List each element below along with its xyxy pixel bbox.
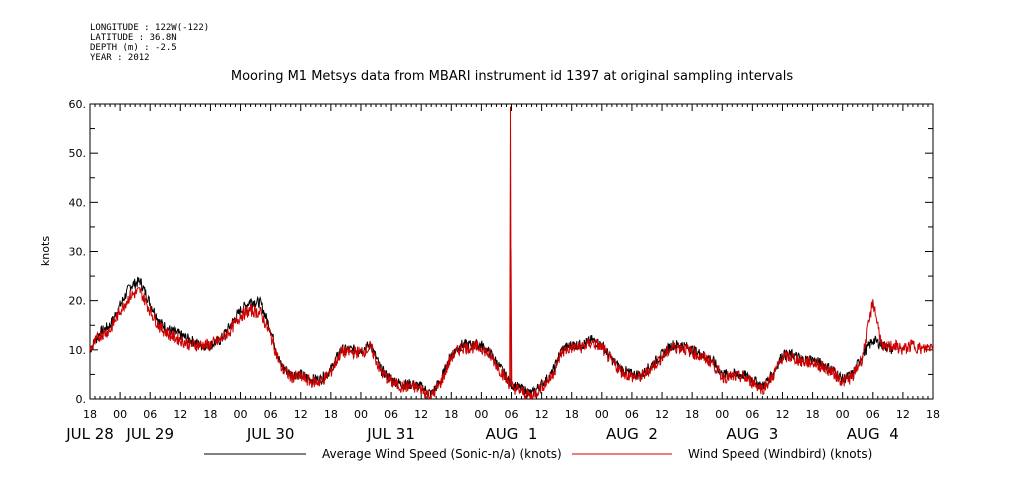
x-axis-hour-labels: 18 00 06 12 18 00 06 12 18 00 06 12 18 00 06 12 18 00 06 12… <box>83 408 940 421</box>
x-day-label: JUL 30 <box>246 425 295 443</box>
x-day-label: AUG 3 <box>726 425 778 443</box>
x-hour-label: 06 <box>384 408 398 421</box>
x-axis-day-labels: JUL 28 JUL 29 JUL 30 JUL 31 AUG 1 AUG 2 AUG 3 A… <box>65 425 899 443</box>
x-hour-label: 12 <box>896 408 910 421</box>
y-tick-label: 50. <box>69 147 87 160</box>
header-year: YEAR : 2012 <box>90 53 150 63</box>
legend-label-windbird: Wind Speed (Windbird) (knots) <box>688 447 872 461</box>
x-hour-label: 12 <box>535 408 549 421</box>
header-longitude: LONGITUDE : 122W(-122) <box>90 23 209 33</box>
header-depth: DEPTH (m) : -2.5 <box>90 43 177 53</box>
y-axis-ticks: 0. 10. 20. 30. 40. 50. 60. <box>69 98 933 406</box>
series-layer <box>89 106 934 401</box>
x-hour-label: 12 <box>414 408 428 421</box>
x-hour-label: 18 <box>926 408 940 421</box>
x-hour-label: 06 <box>745 408 759 421</box>
y-tick-label: 20. <box>69 295 87 308</box>
x-hour-label: 06 <box>625 408 639 421</box>
y-tick-label: 60. <box>69 98 87 111</box>
x-hour-label: 18 <box>444 408 458 421</box>
y-tick-label: 40. <box>69 196 87 209</box>
x-hour-label: 18 <box>203 408 217 421</box>
x-hour-label: 06 <box>505 408 519 421</box>
x-hour-label: 00 <box>474 408 488 421</box>
x-hour-label: 00 <box>715 408 729 421</box>
x-axis-ticks <box>89 104 934 399</box>
header-metadata: LONGITUDE : 122W(-122) LATITUDE : 36.8N … <box>90 23 209 63</box>
y-axis-label: knots <box>39 236 52 266</box>
x-hour-label: 00 <box>836 408 850 421</box>
x-day-label: JUL 31 <box>366 425 415 443</box>
x-day-label: AUG 1 <box>486 425 538 443</box>
x-hour-label: 18 <box>324 408 338 421</box>
chart-title: Mooring M1 Metsys data from MBARI instru… <box>231 69 793 84</box>
x-hour-label: 18 <box>806 408 820 421</box>
legend-label-average-wind: Average Wind Speed (Sonic-n/a) (knots) <box>322 447 562 461</box>
x-day-label: AUG 2 <box>606 425 658 443</box>
windbird-spike <box>509 249 513 385</box>
x-hour-label: 18 <box>685 408 699 421</box>
x-hour-label: 18 <box>565 408 579 421</box>
y-tick-label: 10. <box>69 344 87 357</box>
x-hour-label: 12 <box>655 408 669 421</box>
x-day-label: JUL 28 <box>65 425 114 443</box>
x-day-label: JUL 29 <box>125 425 174 443</box>
y-tick-label: 0. <box>76 393 87 406</box>
x-hour-label: 00 <box>595 408 609 421</box>
x-hour-label: 00 <box>113 408 127 421</box>
x-hour-label: 00 <box>354 408 368 421</box>
x-hour-label: 06 <box>866 408 880 421</box>
x-hour-label: 12 <box>294 408 308 421</box>
legend: Average Wind Speed (Sonic-n/a) (knots) W… <box>204 447 872 461</box>
y-tick-label: 30. <box>69 246 87 259</box>
x-hour-label: 06 <box>264 408 278 421</box>
x-hour-label: 12 <box>173 408 187 421</box>
x-day-label: AUG 4 <box>847 425 899 443</box>
x-hour-label: 18 <box>83 408 97 421</box>
x-hour-label: 00 <box>234 408 248 421</box>
x-hour-label: 06 <box>143 408 157 421</box>
x-hour-label: 12 <box>775 408 789 421</box>
header-latitude: LATITUDE : 36.8N <box>90 33 177 43</box>
